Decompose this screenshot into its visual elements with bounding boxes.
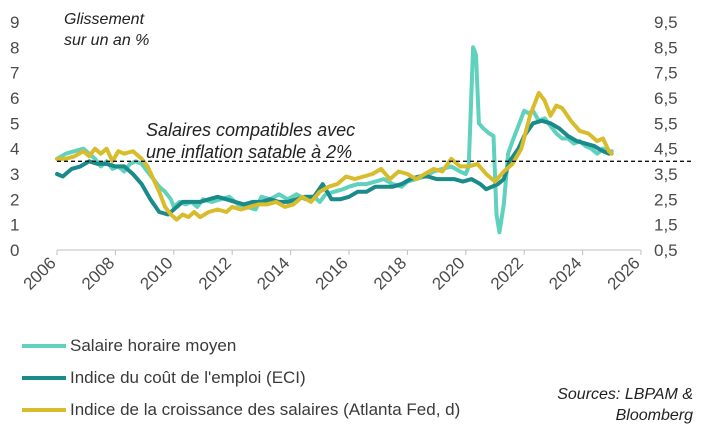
x-tick-label: 2026 xyxy=(604,253,644,293)
y-right-tick-label: 3,5 xyxy=(654,165,678,184)
legend-item-eci: Indice du coût de l'emploi (ECI) xyxy=(22,362,460,394)
x-tick-label: 2008 xyxy=(78,253,118,293)
y-left-tick-label: 9 xyxy=(10,13,19,32)
y-left-tick-label: 1 xyxy=(10,216,19,235)
x-tick-label: 2018 xyxy=(370,253,410,293)
y-right-tick-label: 0,5 xyxy=(654,241,678,260)
y-right-tick-label: 5,5 xyxy=(654,114,678,133)
reference-annotation: Salaires compatibles avec xyxy=(146,120,355,140)
y-left-tick-label: 0 xyxy=(10,241,19,260)
y-right-tick-label: 9,5 xyxy=(654,13,678,32)
series-line-atlanta-fed xyxy=(55,90,614,222)
y-left-tick-label: 8 xyxy=(10,38,19,57)
chart-axes xyxy=(56,249,642,255)
x-tick-label: 2020 xyxy=(428,253,468,293)
y-right-tick-label: 1,5 xyxy=(654,216,678,235)
x-tick-label: 2010 xyxy=(136,253,176,293)
legend-item-salaire: Salaire horaire moyen xyxy=(22,330,460,362)
y-axis-title: sur un an % xyxy=(64,32,149,49)
y-left-tick-label: 6 xyxy=(10,89,19,108)
y-left-tick-label: 7 xyxy=(10,64,19,83)
series-line-eci xyxy=(55,118,611,217)
chart-legend: Salaire horaire moyen Indice du coût de … xyxy=(22,330,460,426)
x-tick-label: 2014 xyxy=(253,253,293,293)
source-note: Sources: LBPAM & Bloomberg xyxy=(493,384,693,426)
y-axis-title: Glissement xyxy=(64,11,145,28)
x-tick-label: 2016 xyxy=(312,253,352,293)
y-right-tick-label: 6,5 xyxy=(654,89,678,108)
legend-swatch-atlanta xyxy=(22,408,66,412)
reference-annotation: une inflation satable à 2% xyxy=(146,142,352,162)
x-tick-label: 2024 xyxy=(545,253,585,293)
y-left-tick-label: 4 xyxy=(10,140,19,159)
y-right-tick-label: 7,5 xyxy=(654,64,678,83)
legend-swatch-salaire xyxy=(22,344,66,348)
y-left-tick-label: 3 xyxy=(10,165,19,184)
chart-series xyxy=(55,45,694,235)
legend-label-atlanta: Indice de la croissance des salaires (At… xyxy=(70,400,461,419)
y-right-tick-label: 2,5 xyxy=(654,190,678,209)
x-tick-label: 2012 xyxy=(195,253,235,293)
y-left-tick-label: 2 xyxy=(10,190,19,209)
y-left-tick-label: 5 xyxy=(10,114,19,133)
legend-label-eci: Indice du coût de l'emploi (ECI) xyxy=(70,368,306,387)
legend-item-atlanta: Indice de la croissance des salaires (At… xyxy=(22,394,460,426)
source-line-1: Sources: LBPAM & xyxy=(557,386,693,403)
y-right-tick-label: 4,5 xyxy=(654,140,678,159)
source-line-2: Bloomberg xyxy=(615,407,693,424)
x-tick-label: 2006 xyxy=(20,253,60,293)
legend-swatch-eci xyxy=(22,376,66,380)
y-right-tick-label: 8,5 xyxy=(654,38,678,57)
legend-label-salaire: Salaire horaire moyen xyxy=(70,336,237,355)
x-tick-label: 2022 xyxy=(487,253,527,293)
